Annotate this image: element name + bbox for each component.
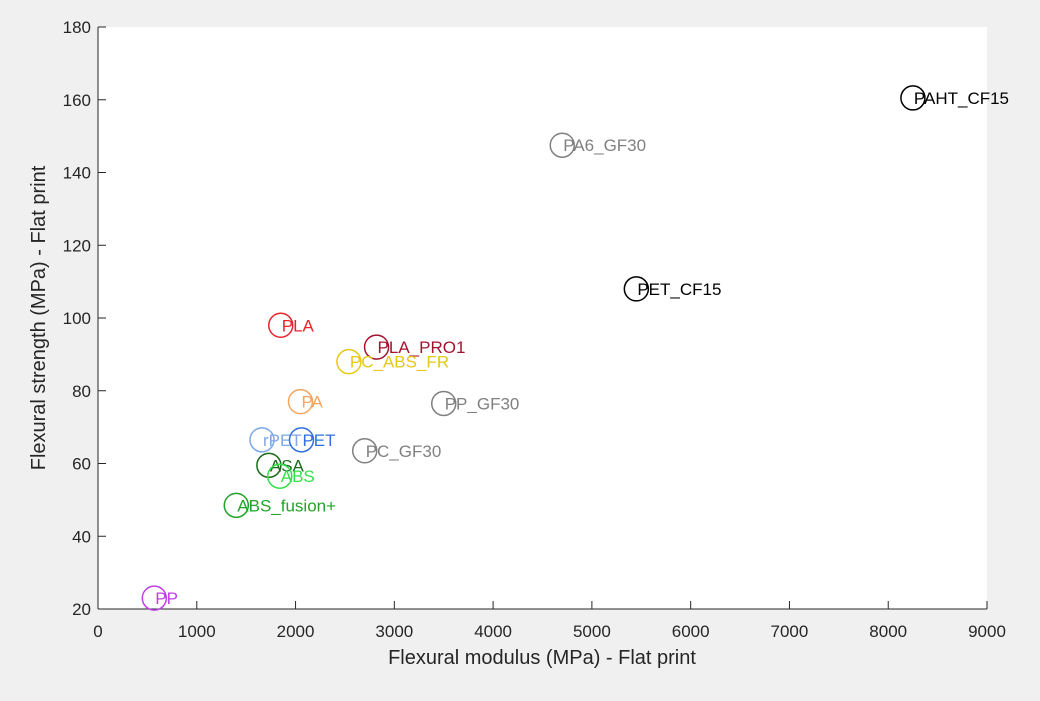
data-point-marker: [141, 585, 168, 611]
data-point-marker: [223, 492, 250, 519]
data-point-marker: [430, 390, 457, 417]
data-point-label: PET: [302, 431, 335, 450]
plot-area: [98, 27, 987, 609]
data-point-marker: [336, 348, 362, 375]
data-point-label: ABS: [281, 467, 315, 486]
y-axis-title: Flexural strength (MPa) - Flat print: [28, 165, 50, 470]
x-tick-label: 3000: [375, 622, 413, 641]
data-point-label: PAHT_CF15: [914, 89, 1009, 108]
x-tick-label: 0: [93, 622, 102, 641]
y-tick-label: 120: [63, 236, 91, 255]
data-point-label: PP_GF30: [445, 394, 520, 413]
x-tick-label: 2000: [277, 622, 315, 641]
x-tick-label: 7000: [771, 622, 809, 641]
x-tick-label: 9000: [968, 622, 1006, 641]
data-point-label: rPET: [263, 431, 302, 450]
x-tick-label: 8000: [869, 622, 907, 641]
data-point-label: PC_GF30: [366, 442, 442, 461]
data-points: PAHT_CF15 PA6_GF30 PET_CF15 PLA PLA_PRO1PC_A…: [141, 85, 1009, 611]
data-point-marker: [288, 427, 315, 453]
data-point-marker: [623, 276, 650, 302]
y-tick-label: 20: [72, 600, 91, 619]
y-tick-label: 60: [72, 455, 91, 474]
data-point-marker: [363, 334, 390, 360]
data-point-marker: [249, 427, 275, 453]
data-point-marker: [549, 132, 576, 158]
y-tick-label: 180: [63, 18, 91, 37]
x-tick-label: 5000: [573, 622, 611, 641]
data-point-marker: [287, 388, 314, 415]
x-tick-label: 1000: [178, 622, 216, 641]
data-point-label: PA6_GF30: [563, 136, 646, 155]
data-point-marker: [256, 452, 282, 479]
y-tick-label: 140: [63, 164, 91, 183]
data-point-label: PLA_PRO1: [378, 338, 466, 357]
data-point-label: PA: [301, 393, 323, 412]
data-point-label: PLA: [282, 316, 315, 335]
x-tick-label: 4000: [474, 622, 512, 641]
data-point-label: PP: [155, 589, 178, 608]
y-tick-label: 80: [72, 382, 91, 401]
data-point-marker: [900, 85, 926, 111]
data-point-marker: [267, 312, 294, 339]
y-tick-label: 160: [63, 91, 91, 110]
data-point-label: ABS_fusion+: [237, 496, 336, 515]
data-point-marker: [267, 463, 293, 489]
x-axis-title: Flexural modulus (MPa) - Flat print: [388, 647, 696, 669]
data-point-label: ASA: [270, 456, 305, 475]
x-tick-label: 6000: [672, 622, 710, 641]
y-tick-label: 40: [72, 527, 91, 546]
data-point-label: PET_CF15: [637, 280, 721, 299]
data-point-marker: [351, 438, 378, 464]
data-point-label: PC_ABS_FR: [350, 353, 449, 372]
y-tick-label: 100: [63, 309, 91, 328]
axes: 0 1000 2000 3000 4000 5000 6000 7000 8000 9000 20 4…: [63, 18, 1006, 641]
